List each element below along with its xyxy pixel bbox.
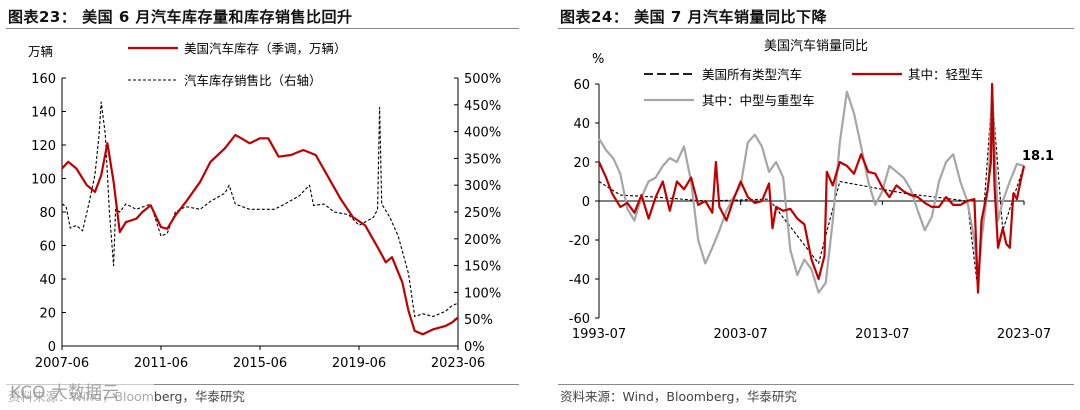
right-y-tick-label: 500% (464, 72, 501, 87)
legend-label-all-vehicles: 美国所有类型汽车 (702, 67, 802, 82)
right-source-rule (558, 384, 1074, 385)
legend-label-medium-heavy: 其中：中型与重型车 (702, 93, 815, 108)
svg-text:KCO 大数据云: KCO 大数据云 (10, 383, 119, 403)
series-medium-heavy (598, 86, 1025, 294)
left-unit-label: 万辆 (28, 44, 53, 59)
right-y-tick-label: 250% (464, 206, 501, 221)
left-y-tick-label: 0 (48, 340, 56, 355)
left-y-tick-label: 120 (31, 139, 56, 154)
series-inventory-sales-ratio (61, 101, 459, 318)
right-y-tick-label: 50% (464, 313, 493, 328)
right-title-rule (558, 28, 1074, 29)
x-tick-label: 2013-07 (855, 327, 909, 342)
right-y-tick-label: 0% (464, 340, 485, 355)
left-y-tick-label: 100 (31, 173, 56, 188)
y-tick-label: -60 (569, 312, 590, 327)
end-value-label: 18.1 (1022, 149, 1054, 164)
left-y-tick-label: 40 (39, 273, 56, 288)
legend-label-inventory: 美国汽车库存（季调，万辆） (184, 41, 347, 56)
y-tick-label: 40 (573, 117, 590, 132)
right-figure-title: 图表24： 美国 7 月汽车销量同比下降 (560, 8, 827, 26)
right-chart-title: 美国汽车销量同比 (764, 38, 868, 54)
y-tick-label: -40 (569, 273, 590, 288)
left-y-tick-label: 20 (39, 307, 56, 322)
series-auto-inventory (61, 133, 459, 336)
y-tick-label: -20 (569, 234, 590, 249)
left-source-rule (6, 384, 519, 385)
left-title-rule (6, 28, 519, 29)
left-y-tick-label: 160 (31, 72, 56, 87)
legend-label-ratio: 汽车库存销售比（右轴） (184, 73, 322, 88)
right-y-tick-label: 350% (464, 152, 501, 167)
x-tick-label: 2023-07 (997, 327, 1051, 342)
series-light-vehicles (597, 82, 1026, 294)
right-unit-label: % (592, 52, 604, 67)
right-chart: 美国汽车销量同比% -60 -40 -20 0 20 40 60 1993-07 2003-07 2… (569, 38, 1054, 342)
x-tick-label: 1993-07 (572, 327, 626, 342)
x-tick-label: 2023-06 (431, 356, 485, 371)
left-chart: 0 20 40 60 80 100 120 140 160 0% 50% 100% 150% 200% 25… (28, 41, 501, 371)
left-figure: 图表23： 美国 6 月汽车库存量和库存销售比回升 0 20 40 60 80 100 12… (0, 0, 525, 410)
x-tick-label: 2019-06 (332, 356, 386, 371)
right-source: 资料来源：Wind，Bloomberg，华泰研究 (560, 389, 797, 404)
x-tick-label: 2003-07 (714, 327, 768, 342)
right-y-tick-label: 400% (464, 126, 501, 141)
y-tick-label: 20 (573, 156, 590, 171)
right-y-tick-label: 100% (464, 286, 501, 301)
x-tick-label: 2011-06 (134, 356, 188, 371)
right-y-tick-label: 200% (464, 233, 501, 248)
y-tick-label: 60 (573, 78, 590, 93)
left-y-tick-label: 140 (31, 106, 56, 121)
left-y-tick-label: 80 (39, 206, 56, 221)
left-figure-title: 图表23： 美国 6 月汽车库存量和库存销售比回升 (8, 8, 353, 26)
right-y-tick-label: 300% (464, 179, 501, 194)
y-tick-label: 0 (582, 195, 590, 210)
legend-label-light-vehicles: 其中：轻型车 (908, 67, 983, 82)
right-figure: 图表24： 美国 7 月汽车销量同比下降 美国汽车销量同比% -60 -40 -20 0… (552, 0, 1080, 410)
x-tick-label: 2007-06 (35, 356, 89, 371)
right-y-tick-label: 150% (464, 260, 501, 275)
x-tick-label: 2015-06 (233, 356, 287, 371)
watermark-logo: KCO 大数据云 (4, 376, 154, 406)
left-y-tick-label: 60 (39, 240, 56, 255)
right-y-tick-label: 450% (464, 99, 501, 114)
